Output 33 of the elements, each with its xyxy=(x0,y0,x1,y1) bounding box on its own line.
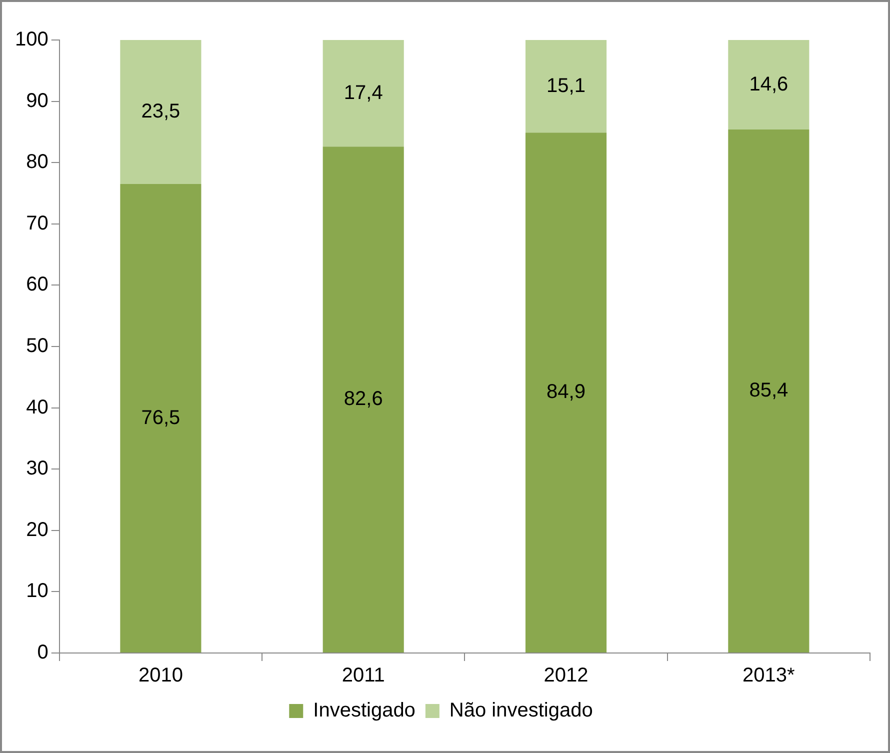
bar xyxy=(525,40,607,133)
x-tick-label: 2013* xyxy=(742,664,796,687)
data-label: 17,4 xyxy=(344,82,383,104)
legend-label: Investigado xyxy=(313,700,416,722)
y-tick-label: 60 xyxy=(26,274,48,296)
bar xyxy=(322,146,404,652)
y-tick-label: 30 xyxy=(26,458,48,480)
bar xyxy=(728,40,810,130)
data-label: 15,1 xyxy=(546,74,586,97)
bar xyxy=(525,132,607,652)
y-tick-label: 0 xyxy=(37,642,48,664)
x-tick-label: 2012 xyxy=(544,664,588,687)
y-tick-label: 20 xyxy=(26,518,48,541)
y-tick-label: 80 xyxy=(26,151,48,174)
data-label: 23,5 xyxy=(141,100,180,123)
bar xyxy=(322,40,404,147)
y-tick-label: 50 xyxy=(26,335,48,358)
data-label: 82,6 xyxy=(344,388,383,410)
y-tick-label: 90 xyxy=(26,90,48,112)
bar xyxy=(728,130,810,652)
y-tick-label: 100 xyxy=(14,28,48,51)
x-tick-label: 2011 xyxy=(342,664,385,687)
y-tick-label: 70 xyxy=(26,212,48,234)
data-label: 84,9 xyxy=(546,381,586,404)
data-label: 14,6 xyxy=(749,73,788,96)
bar xyxy=(120,40,202,184)
y-tick-label: 40 xyxy=(26,396,48,418)
bar xyxy=(120,184,202,652)
x-tick-label: 2010 xyxy=(138,664,183,687)
data-label: 76,5 xyxy=(141,406,180,429)
legend-label: Não investigado xyxy=(449,700,593,722)
y-tick-label: 10 xyxy=(26,580,48,602)
data-label: 85,4 xyxy=(749,380,788,402)
